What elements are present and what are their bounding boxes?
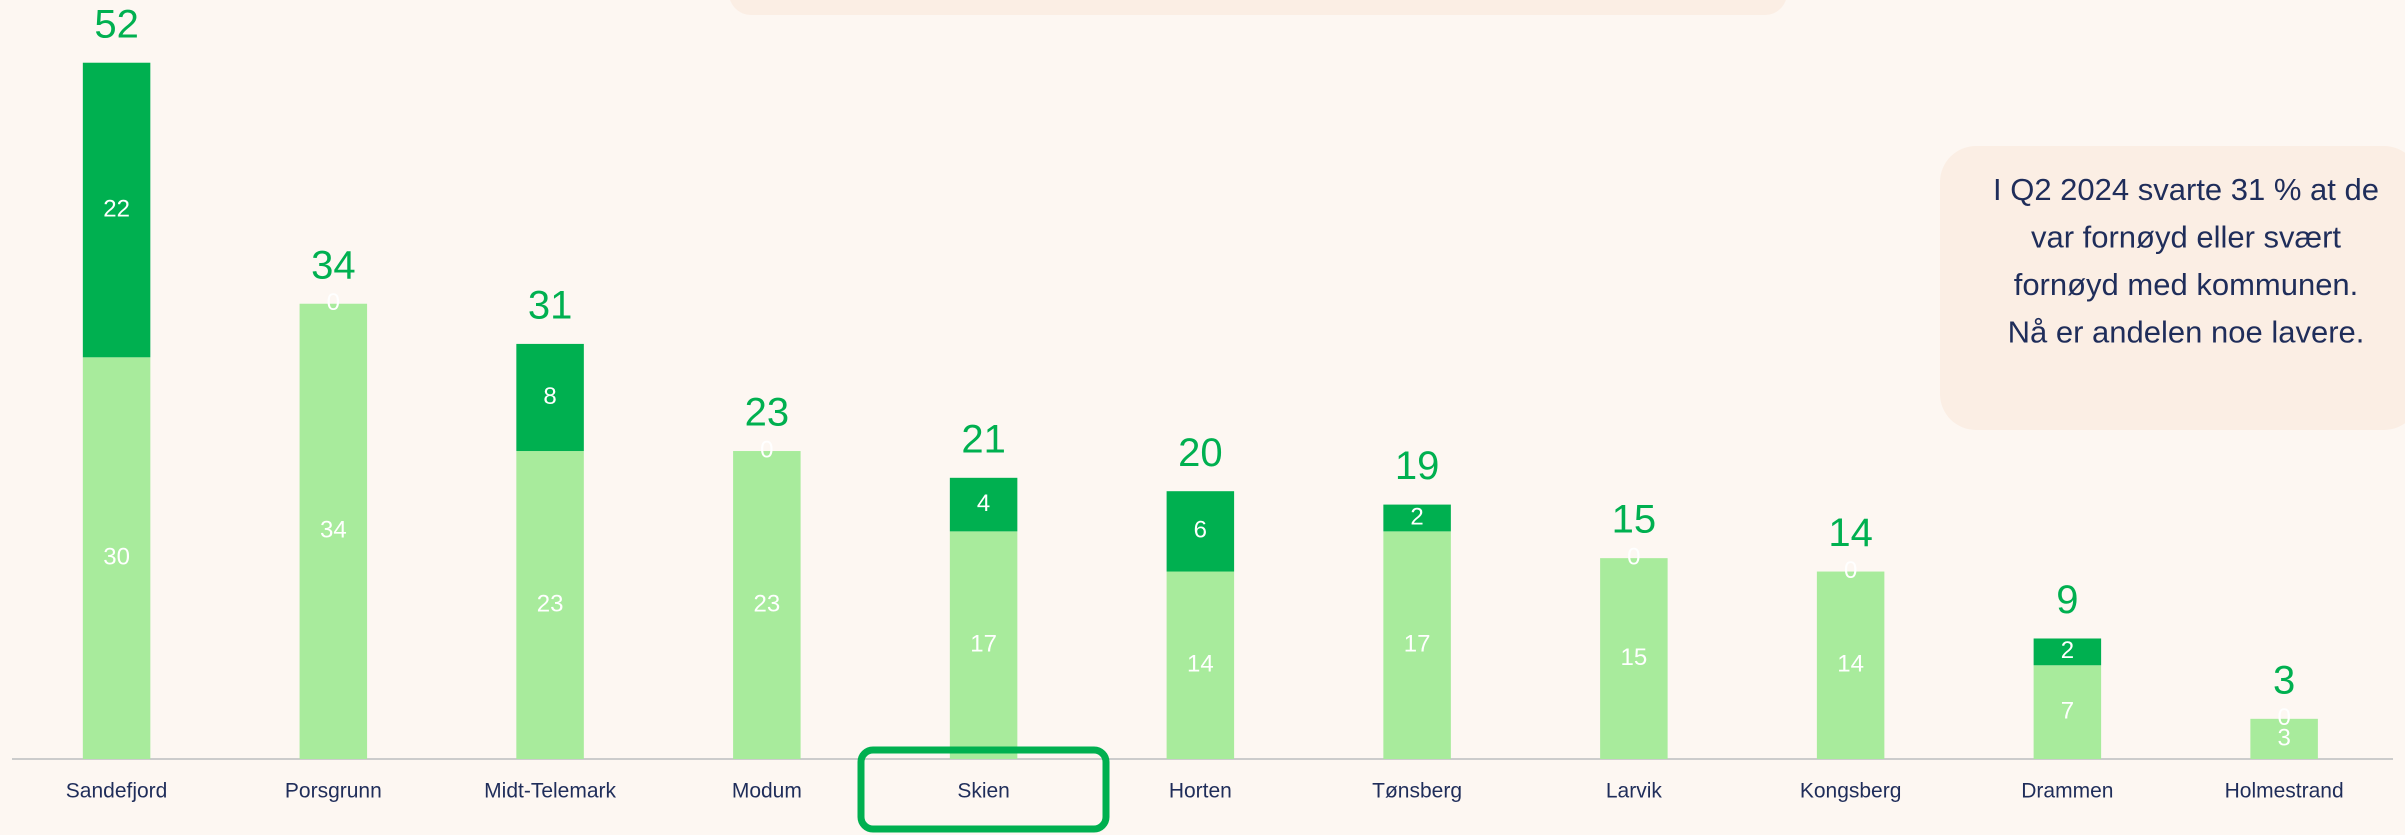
- total-label: 23: [745, 391, 790, 435]
- bar-segment: [299, 303, 368, 759]
- total-label: 9: [2056, 578, 2078, 622]
- bar-segment: [2033, 665, 2102, 759]
- category-label: Horten: [1169, 780, 1232, 803]
- bar-segment: [1383, 531, 1451, 759]
- segment-label: 0: [1844, 557, 1857, 584]
- total-label: 31: [528, 283, 573, 327]
- bar-segment: [82, 357, 151, 759]
- segment-label: 8: [543, 383, 556, 410]
- annotation-line: var fornøyd eller svært: [2031, 220, 2341, 255]
- segment-label: 7: [2061, 697, 2074, 724]
- segment-label: 6: [1194, 517, 1207, 544]
- category-label: Kongsberg: [1800, 780, 1902, 803]
- category-label: Midt-Telemark: [484, 780, 616, 803]
- category-label: Tønsberg: [1372, 780, 1462, 803]
- segment-label: 30: [103, 543, 130, 570]
- annotation-box: [1940, 146, 2405, 430]
- annotation-line: I Q2 2024 svarte 31 % at de: [1993, 172, 2379, 207]
- category-label: Sandefjord: [66, 780, 168, 803]
- segment-label: 4: [977, 490, 990, 517]
- bar-segment: [949, 531, 1018, 759]
- segment-label: 0: [2277, 704, 2290, 731]
- bar-segment: [1816, 571, 1885, 759]
- segment-label: 23: [753, 590, 780, 617]
- total-label: 20: [1178, 431, 1223, 475]
- total-label: 15: [1612, 498, 1657, 542]
- category-label: Holmestrand: [2225, 780, 2344, 803]
- total-label: 3: [2273, 658, 2295, 702]
- category-label: Drammen: [2021, 780, 2113, 803]
- segment-label: 2: [1410, 503, 1423, 530]
- segment-label: 0: [1627, 543, 1640, 570]
- top-panel: [730, 0, 1786, 15]
- segment-label: 0: [760, 436, 773, 463]
- segment-label: 22: [103, 195, 130, 222]
- bar-segment: [82, 62, 151, 358]
- bar-segment: [733, 451, 801, 759]
- total-label: 14: [1828, 511, 1873, 555]
- annotation-line: Nå er andelen noe lavere.: [2008, 315, 2365, 350]
- bar-segment: [1383, 504, 1451, 532]
- bar-segment: [1166, 491, 1235, 572]
- bar-segment: [2033, 638, 2102, 666]
- segment-label: 14: [1187, 651, 1214, 678]
- segment-label: 14: [1837, 651, 1864, 678]
- bar-segment: [1600, 558, 1668, 759]
- segment-label: 2: [2061, 637, 2074, 664]
- bar-segment: [1166, 571, 1235, 759]
- annotation: I Q2 2024 svarte 31 % at de var fornøyd e…: [1993, 172, 2379, 350]
- category-label: Larvik: [1606, 780, 1663, 803]
- bar-segment: [2250, 718, 2318, 759]
- category-label: Modum: [732, 780, 802, 803]
- segment-label: 15: [1621, 644, 1648, 671]
- total-label: 34: [311, 243, 356, 287]
- bar-segment: [516, 343, 584, 452]
- category-label: Skien: [957, 780, 1010, 803]
- category-label: Porsgrunn: [285, 780, 382, 803]
- total-label: 19: [1395, 444, 1440, 488]
- segment-label: 17: [970, 631, 997, 658]
- total-label: 21: [961, 417, 1006, 461]
- segment-label: 34: [320, 517, 347, 544]
- total-label: 52: [94, 2, 139, 46]
- annotation-line: fornøyd med kommunen.: [2014, 267, 2359, 302]
- segment-label: 3: [2277, 724, 2290, 751]
- highlight-box: [857, 746, 1110, 833]
- bar-segment: [516, 451, 584, 759]
- segment-label: 23: [537, 590, 564, 617]
- bar-segment: [949, 477, 1018, 532]
- segment-label: 0: [327, 289, 340, 316]
- segment-label: 17: [1404, 631, 1431, 658]
